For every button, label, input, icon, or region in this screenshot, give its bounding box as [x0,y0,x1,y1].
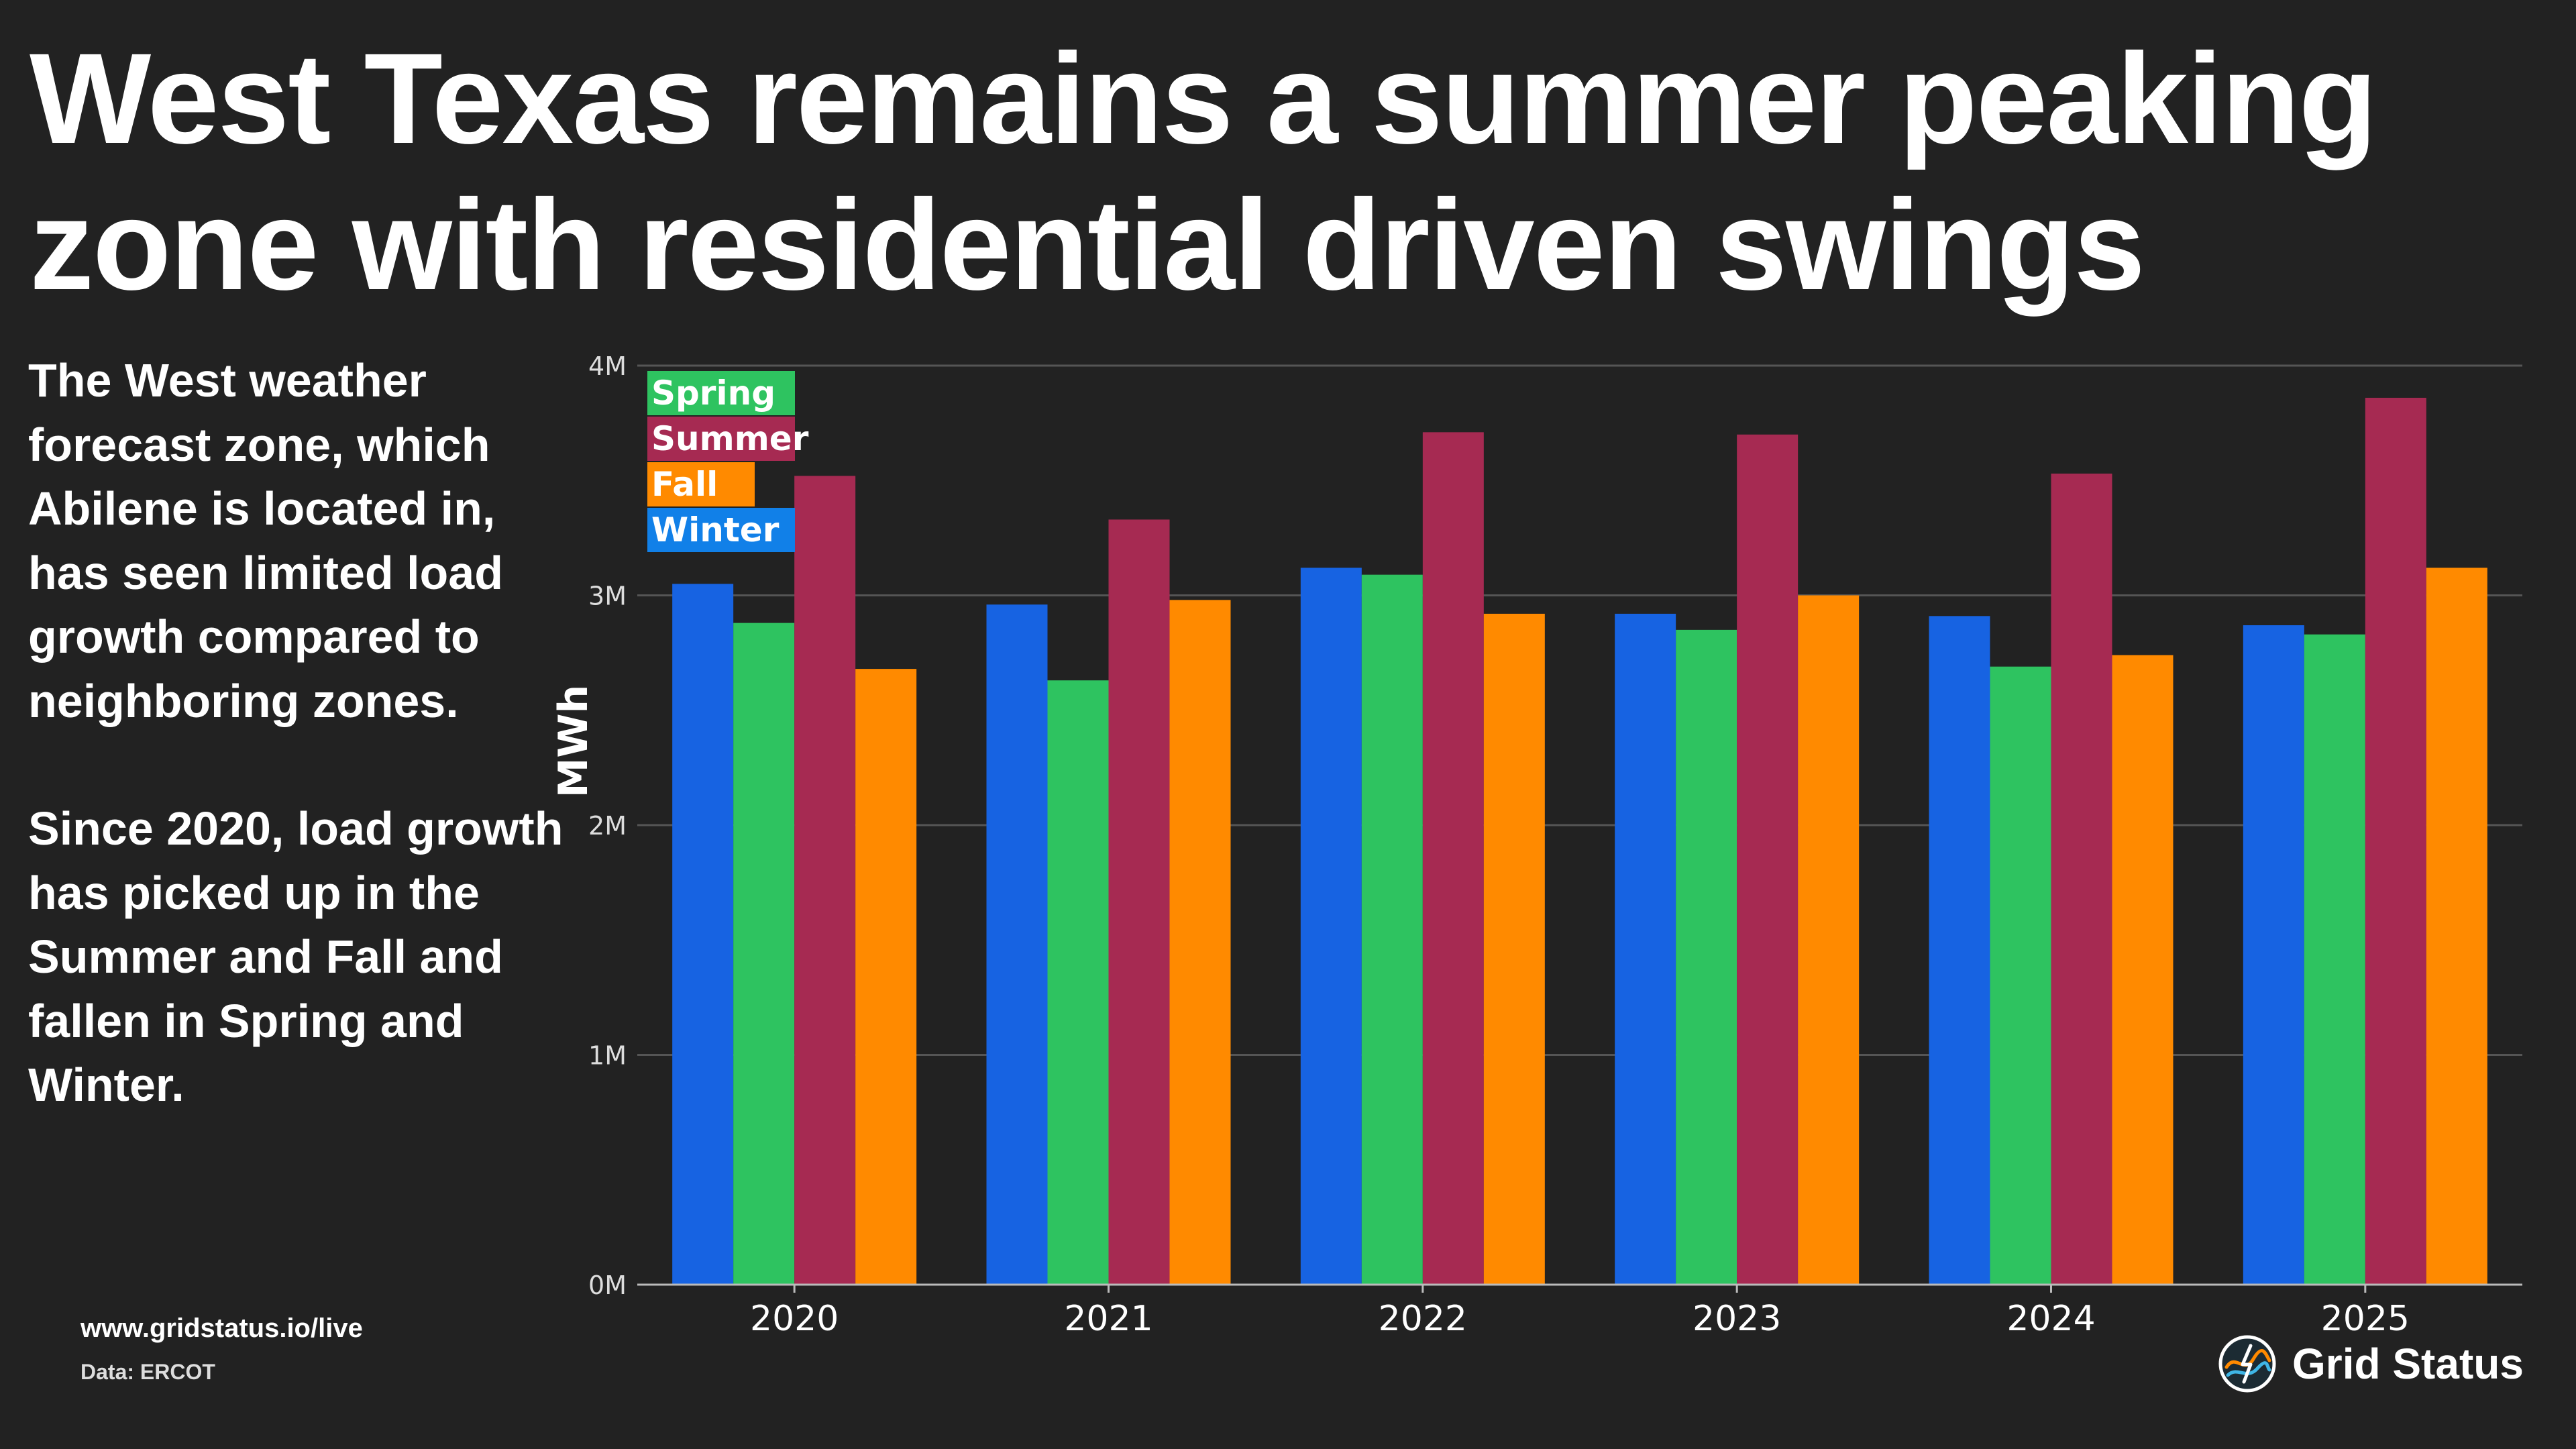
bar-summer-2022 [1422,432,1484,1285]
bar-winter-2025 [2243,625,2304,1285]
legend-label-winter: Winter [651,511,780,549]
brand: Grid Status [2217,1332,2524,1395]
bar-fall-2023 [1798,595,1860,1285]
description-paragraph-2: Since 2020, load growth has picked up in… [28,802,564,1111]
bar-spring-2024 [1990,666,2051,1285]
page-title: West Texas remains a summer peaking zone… [30,26,2377,317]
x-tick-label: 2023 [1693,1299,1781,1339]
x-tick-label: 2021 [1064,1299,1152,1339]
legend-label-summer: Summer [651,419,809,458]
bar-spring-2021 [1047,680,1109,1285]
bar-spring-2023 [1676,629,1737,1285]
y-tick-label: 0M [588,1271,627,1300]
bar-fall-2024 [2112,655,2174,1285]
brand-name: Grid Status [2292,1339,2524,1388]
bar-summer-2023 [1737,434,1799,1285]
y-tick-label: 1M [588,1041,627,1071]
y-tick-label: 4M [588,352,627,381]
bar-winter-2021 [986,604,1048,1285]
x-tick-label: 2020 [750,1299,839,1339]
legend-swatch-winter [647,508,795,552]
legend-swatch-spring [647,371,795,415]
website-link[interactable]: www.gridstatus.io/live [80,1313,363,1343]
bar-summer-2021 [1108,519,1170,1285]
bar-fall-2021 [1169,600,1231,1285]
bar-fall-2025 [2426,568,2487,1285]
grid-status-logo-icon [2218,1335,2276,1392]
bar-summer-2024 [2051,473,2112,1285]
legend-label-fall: Fall [651,465,718,504]
bar-winter-2020 [672,584,734,1285]
y-axis-title: MWh [550,685,597,798]
bar-summer-2025 [2365,397,2426,1285]
bar-winter-2022 [1300,568,1362,1285]
bar-fall-2022 [1483,613,1545,1285]
data-source: Data: ERCOT [80,1360,215,1384]
description-paragraph-1: The West weather forecast zone, which Ab… [28,354,503,727]
y-tick-label: 2M [588,811,627,841]
legend-swatch-summer [647,417,795,461]
x-tick-label: 2024 [2006,1299,2095,1339]
bar-winter-2023 [1615,613,1676,1285]
x-tick-label: 2022 [1379,1299,1467,1339]
legend-swatch-fall [647,462,755,506]
bar-fall-2020 [855,669,917,1285]
bar-spring-2020 [733,623,795,1285]
bar-summer-2020 [794,476,856,1285]
y-tick-label: 3M [588,582,627,611]
description: The West weather forecast zone, which Ab… [28,349,578,1118]
bar-spring-2025 [2304,634,2365,1285]
legend-label-spring: Spring [651,374,775,413]
x-tick-label: 2025 [2321,1299,2410,1339]
bar-spring-2022 [1361,574,1423,1285]
bar-winter-2024 [1929,616,1990,1285]
